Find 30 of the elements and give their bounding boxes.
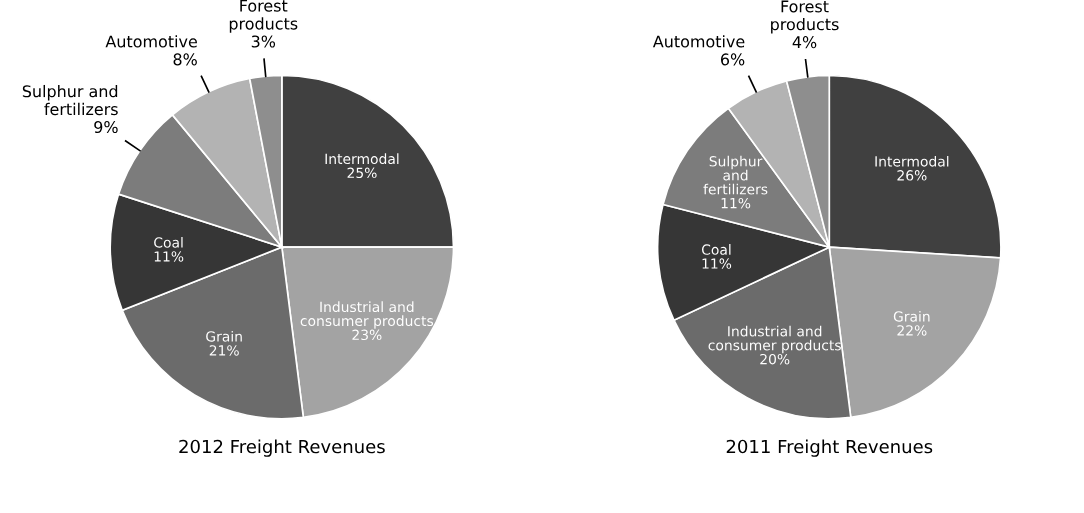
data-label: 22%: [897, 325, 927, 336]
slice-label: Grain: [893, 310, 930, 322]
data-label: 8%: [173, 53, 197, 66]
data-label: 9%: [94, 121, 118, 134]
data-label: 26%: [897, 170, 927, 181]
slice-label: Automotive: [652, 35, 745, 48]
slice-label: Coal: [701, 244, 731, 255]
slice-label: Automotive: [105, 35, 197, 48]
data-label: 3%: [251, 35, 276, 48]
slice-label: Intermodal: [325, 153, 399, 165]
data-label: 11%: [702, 258, 732, 269]
slice-label: Industrial and consumer products: [708, 325, 841, 354]
slice-label: Forest products: [771, 0, 839, 34]
slice-label: Sulphur and fertilizers: [22, 84, 118, 116]
slice-label: Coal: [154, 236, 183, 248]
text: 2012 Freight Revenues: [179, 439, 385, 457]
text: 2011 Freight Revenues: [726, 439, 933, 457]
data-label: 4%: [792, 36, 817, 49]
slice-label: Sulphur and fertilizers: [703, 155, 768, 195]
slice-label: Forest products: [229, 0, 298, 33]
data-label: 23%: [352, 329, 382, 341]
data-label: 11%: [721, 197, 751, 209]
data-label: 25%: [347, 167, 377, 179]
slice-label: Intermodal: [875, 155, 949, 167]
slice-label: Industrial and consumer products: [300, 301, 434, 329]
data-label: 21%: [209, 345, 239, 356]
data-label: 6%: [720, 53, 745, 66]
data-label: 11%: [154, 251, 184, 262]
data-label: 20%: [760, 353, 790, 365]
slice-label: Grain: [206, 330, 242, 342]
